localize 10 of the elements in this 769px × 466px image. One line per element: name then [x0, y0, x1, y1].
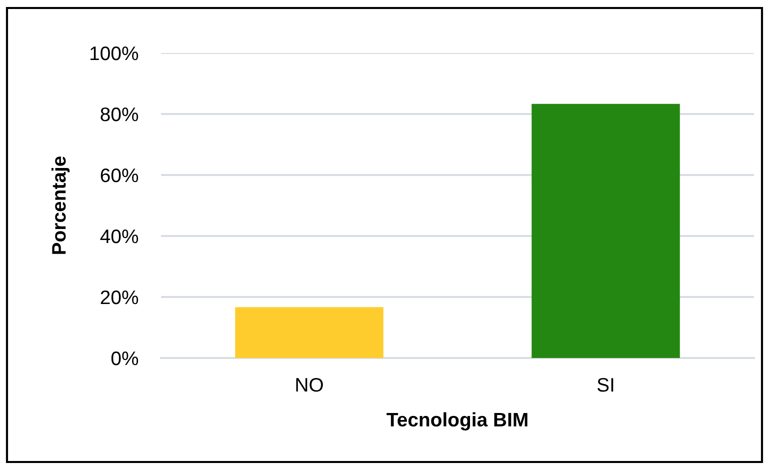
- x-tick-label: NO: [296, 378, 323, 392]
- y-tick-label: 80%: [100, 107, 138, 122]
- y-tick-label: 20%: [100, 290, 138, 304]
- x-axis-title: Tecnologia BIM: [386, 412, 528, 430]
- y-tick-label: 100%: [90, 46, 138, 60]
- x-tick-label: SI: [597, 378, 614, 392]
- y-axis-title: Porcentaje: [51, 156, 70, 254]
- y-tick-label: 60%: [100, 168, 138, 182]
- y-tick-label: 40%: [100, 229, 138, 244]
- y-tick-label: 0%: [111, 351, 138, 366]
